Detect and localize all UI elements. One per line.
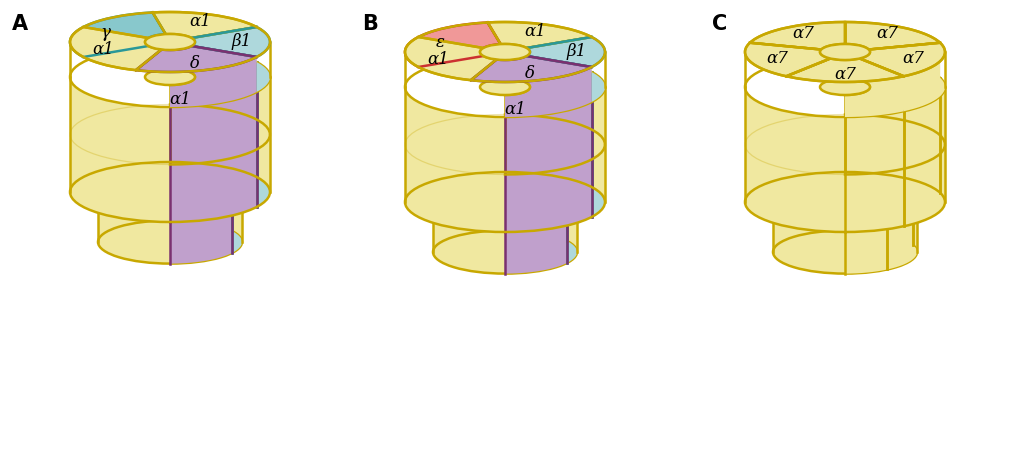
Polygon shape [233, 181, 242, 253]
Ellipse shape [820, 79, 870, 95]
Polygon shape [170, 171, 233, 231]
Polygon shape [903, 78, 945, 226]
Ellipse shape [98, 171, 242, 214]
Text: α1: α1 [504, 101, 526, 118]
Ellipse shape [145, 69, 196, 85]
Polygon shape [170, 47, 256, 177]
Polygon shape [745, 43, 830, 76]
Ellipse shape [98, 220, 242, 264]
Ellipse shape [433, 180, 577, 224]
Polygon shape [98, 192, 242, 264]
Polygon shape [845, 111, 903, 232]
Polygon shape [488, 22, 592, 48]
Polygon shape [592, 72, 605, 217]
Polygon shape [70, 27, 162, 70]
Polygon shape [745, 87, 945, 232]
Ellipse shape [820, 44, 870, 60]
Ellipse shape [480, 44, 530, 60]
Polygon shape [170, 12, 256, 62]
Polygon shape [433, 202, 577, 273]
Polygon shape [505, 67, 592, 117]
Ellipse shape [145, 34, 196, 50]
Text: α7: α7 [902, 50, 924, 67]
Text: α1: α1 [427, 51, 449, 68]
Text: ε: ε [435, 34, 445, 51]
Text: α1: α1 [525, 23, 546, 40]
Text: α7: α7 [835, 66, 856, 83]
Polygon shape [505, 57, 592, 187]
Polygon shape [845, 22, 941, 49]
Polygon shape [471, 56, 592, 82]
Polygon shape [191, 27, 270, 57]
Polygon shape [505, 180, 567, 241]
Ellipse shape [433, 230, 577, 273]
Ellipse shape [773, 230, 917, 273]
Polygon shape [256, 27, 270, 92]
Text: β1: β1 [566, 44, 587, 61]
Polygon shape [170, 34, 194, 85]
Polygon shape [592, 37, 605, 102]
Polygon shape [405, 22, 501, 67]
Text: α7: α7 [766, 50, 788, 67]
Polygon shape [405, 87, 605, 232]
Polygon shape [845, 22, 941, 78]
Text: α7: α7 [876, 25, 898, 42]
Polygon shape [845, 44, 870, 95]
Polygon shape [567, 191, 577, 263]
Polygon shape [786, 58, 903, 82]
Polygon shape [505, 213, 567, 273]
Text: α1: α1 [189, 13, 211, 30]
Text: α1: α1 [92, 41, 114, 58]
Polygon shape [527, 37, 605, 67]
Text: α7: α7 [792, 25, 814, 42]
Polygon shape [505, 44, 530, 95]
Polygon shape [903, 43, 945, 111]
Polygon shape [845, 57, 941, 193]
Polygon shape [152, 12, 256, 38]
Polygon shape [136, 46, 256, 72]
Text: C: C [712, 14, 728, 34]
Polygon shape [845, 220, 887, 273]
Polygon shape [70, 13, 166, 57]
Text: β1: β1 [232, 34, 252, 50]
Polygon shape [405, 37, 496, 80]
Polygon shape [170, 57, 256, 107]
Polygon shape [170, 203, 233, 264]
Polygon shape [170, 92, 256, 222]
Text: α1: α1 [169, 91, 191, 107]
Text: γ: γ [100, 24, 110, 41]
Polygon shape [773, 202, 917, 273]
Text: B: B [362, 14, 378, 34]
Polygon shape [887, 195, 917, 269]
Text: δ: δ [189, 55, 200, 72]
Polygon shape [750, 22, 845, 49]
Polygon shape [845, 180, 914, 245]
Text: A: A [12, 14, 28, 34]
Ellipse shape [773, 180, 917, 224]
Polygon shape [256, 62, 270, 207]
Polygon shape [70, 77, 270, 222]
Polygon shape [859, 43, 945, 76]
Polygon shape [505, 22, 592, 72]
Text: δ: δ [525, 65, 534, 82]
Polygon shape [845, 76, 903, 117]
Polygon shape [505, 102, 592, 232]
Ellipse shape [480, 79, 530, 95]
